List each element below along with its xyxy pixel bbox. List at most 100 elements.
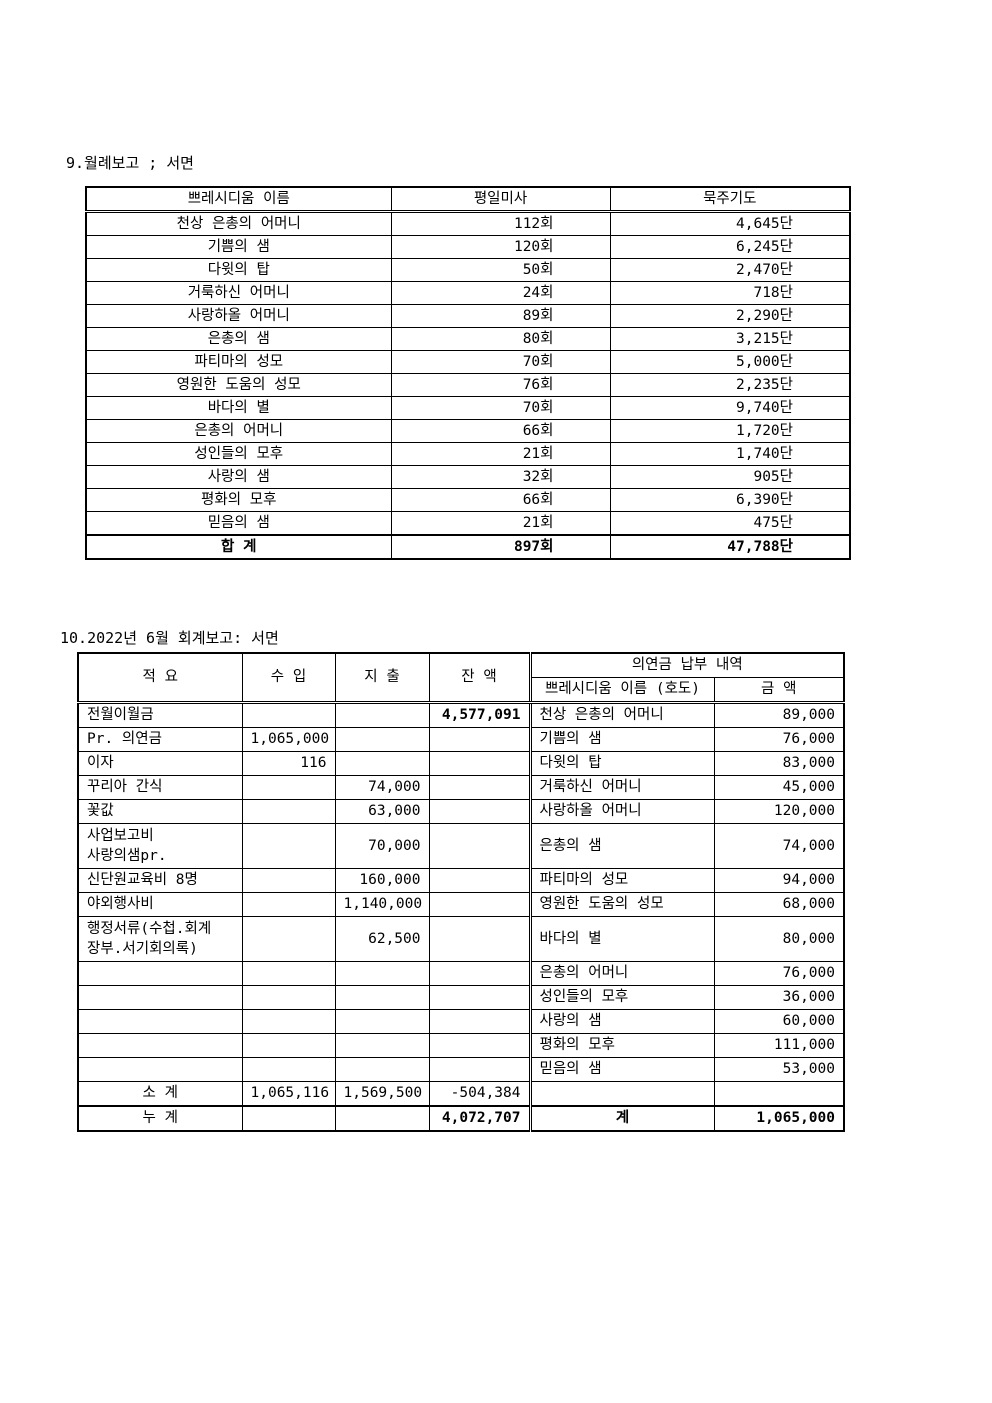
presidium-name: 기쁨의 샘 [528,727,715,752]
income [241,1105,336,1132]
description: 야외행사비 [77,892,243,917]
income [241,916,336,962]
table-row: 전월이월금 4,577,091 천상 은총의 어머니 89,000 [77,702,845,728]
balance: -504,384 [428,1081,531,1107]
expense: 62,500 [334,916,430,962]
expense [334,1009,430,1034]
amount: 94,000 [713,868,845,893]
table-subheader-row: 쁘레시디움 이름 (호도) 금 액 [78,677,845,704]
rosary-count: 905단 [609,465,851,489]
balance [428,892,531,917]
table-row: 평화의 모후 111,000 [77,1033,845,1058]
expense: 70,000 [334,823,430,869]
weekday-mass: 112회 [390,211,611,236]
column-header: 묵주기도 [609,186,851,213]
rosary-count: 2,290단 [609,304,851,328]
presidium-name: 사랑하올 어머니 [528,799,715,824]
section-9-title: 9.월례보고 ; 서면 [66,154,194,172]
income [241,1057,336,1082]
weekday-mass: 80회 [390,327,611,351]
table-row: 바다의 별 70회 9,740단 [85,396,851,420]
subtotal-row: 소 계 1,065,116 1,569,500 -504,384 [77,1081,845,1107]
expense [334,751,430,776]
donation-header: 의연금 납부 내역 [528,652,845,678]
weekday-mass: 89회 [390,304,611,328]
presidium-name: 은총의 샘 [528,823,715,869]
rosary-count: 5,000단 [609,350,851,374]
description: 꽃값 [77,799,243,824]
description: Pr. 의연금 [77,727,243,752]
monthly-report-table: 쁘레시디움 이름 평일미사 묵주기도 천상 은총의 어머니 112회 4,645단 기쁨의 … [85,186,851,560]
amount: 76,000 [713,961,845,986]
balance [428,775,531,800]
table-row: 거룩하신 어머니 24회 718단 [85,281,851,305]
expense: 1,569,500 [334,1081,430,1107]
presidium-name: 기쁨의 샘 [85,235,392,259]
description: 누 계 [77,1105,243,1132]
balance [428,751,531,776]
weekday-mass: 66회 [390,419,611,443]
description: 신단원교육비 8명 [77,868,243,893]
table-row: 야외행사비 1,140,000 영원한 도움의 성모 68,000 [77,892,845,917]
column-header: 잔 액 [428,652,531,704]
presidium-name: 사랑하올 어머니 [85,304,392,328]
rosary-count: 718단 [609,281,851,305]
weekday-mass: 76회 [390,373,611,397]
balance [428,985,531,1010]
balance: 4,577,091 [428,702,531,728]
presidium-name: 은총의 어머니 [528,961,715,986]
weekday-mass: 70회 [390,396,611,420]
table-row: 천상 은총의 어머니 112회 4,645단 [85,211,851,236]
presidium-name: 사랑의 샘 [85,465,392,489]
description: 소 계 [77,1081,243,1107]
presidium-name: 믿음의 샘 [528,1057,715,1082]
balance [428,961,531,986]
weekday-mass: 50회 [390,258,611,282]
weekday-mass: 120회 [390,235,611,259]
income [241,1009,336,1034]
description: 꾸리아 간식 [77,775,243,800]
description: 사업보고비 사랑의샘pr. [77,823,243,869]
income [241,775,336,800]
presidium-name: 천상 은총의 어머니 [528,702,715,728]
table-row: 은총의 어머니 66회 1,720단 [85,419,851,443]
amount: 80,000 [713,916,845,962]
presidium-name [528,1081,715,1107]
income [241,1033,336,1058]
presidium-name: 바다의 별 [528,916,715,962]
rosary-count: 9,740단 [609,396,851,420]
expense [334,702,430,728]
balance [428,1009,531,1034]
income: 1,065,116 [241,1081,336,1107]
presidium-name: 성인들의 모후 [85,442,392,466]
weekday-mass: 21회 [390,511,611,536]
rosary-count: 6,245단 [609,235,851,259]
amount: 45,000 [713,775,845,800]
rosary-count: 475단 [609,511,851,536]
amount: 36,000 [713,985,845,1010]
presidium-name: 계 [528,1105,715,1132]
table-row: 사랑의 샘 60,000 [77,1009,845,1034]
presidium-name: 거룩하신 어머니 [85,281,392,305]
table-row: 영원한 도움의 성모 76회 2,235단 [85,373,851,397]
amount [713,1081,845,1107]
amount: 53,000 [713,1057,845,1082]
table-row: 사업보고비 사랑의샘pr. 70,000 은총의 샘 74,000 [77,823,845,869]
rosary-count: 4,645단 [609,211,851,236]
expense [334,727,430,752]
presidium-name: 바다의 별 [85,396,392,420]
total-rosary: 47,788단 [609,534,851,560]
table-row: Pr. 의연금 1,065,000 기쁨의 샘 76,000 [77,727,845,752]
presidium-name: 사랑의 샘 [528,1009,715,1034]
amount: 68,000 [713,892,845,917]
weekday-mass: 32회 [390,465,611,489]
expense [334,1105,430,1132]
balance [428,727,531,752]
table-row: 꽃값 63,000 사랑하올 어머니 120,000 [77,799,845,824]
section-10-title: 10.2022년 6월 회계보고: 서면 [60,629,279,647]
presidium-name: 파티마의 성모 [528,868,715,893]
income: 1,065,000 [241,727,336,752]
table-row: 행정서류(수첩.회계 장부.서기회의록) 62,500 바다의 별 80,000 [77,916,845,962]
balance [428,916,531,962]
